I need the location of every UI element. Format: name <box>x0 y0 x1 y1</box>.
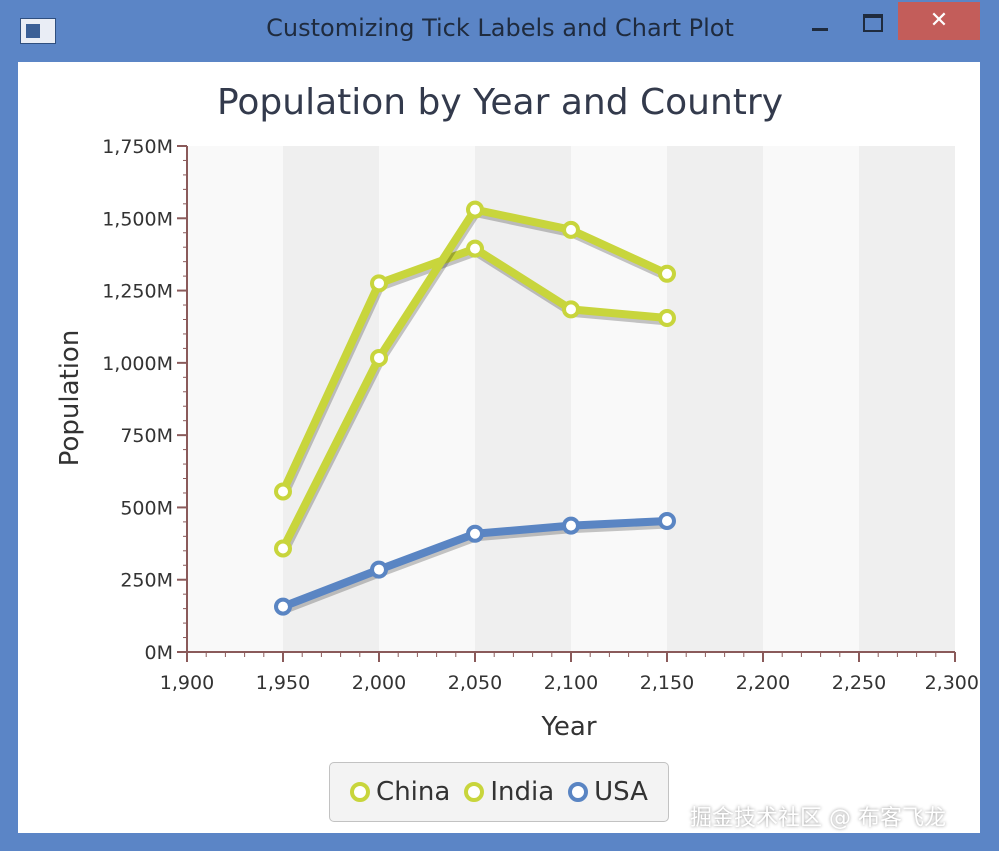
window-title: Customizing Tick Labels and Chart Plot <box>266 14 734 42</box>
chart-legend: China India USA <box>329 762 669 822</box>
data-point-china <box>274 482 292 501</box>
legend-symbol-usa <box>568 782 589 802</box>
data-point-usa <box>466 524 484 543</box>
data-point-china <box>658 309 676 328</box>
watermark-text: 掘金技术社区 @ 布客飞龙 <box>690 806 946 831</box>
series-layer <box>274 200 676 616</box>
x-tick-label: 2,200 <box>736 672 790 694</box>
y-tick-label: 1,000M <box>102 353 173 375</box>
window-titlebar[interactable]: Customizing Tick Labels and Chart Plot ✕ <box>0 0 999 62</box>
y-tick-label: 1,750M <box>102 136 173 158</box>
data-point-china <box>370 274 388 293</box>
data-point-china <box>466 239 484 258</box>
data-point-usa <box>562 516 580 535</box>
legend-item-china[interactable]: China <box>350 777 450 807</box>
x-tick-label: 1,900 <box>160 672 214 694</box>
legend-label-usa: USA <box>594 777 648 807</box>
data-point-china <box>562 300 580 319</box>
y-tick-label: 250M <box>120 570 173 592</box>
x-tick-label: 2,250 <box>832 672 886 694</box>
x-tick-label: 2,300 <box>925 672 979 694</box>
legend-item-india[interactable]: India <box>464 777 554 807</box>
x-tick-label: 2,150 <box>640 672 694 694</box>
axes: 0M 250M 500M 750M 1,000M 1,250M 1,500M 1,750M 1,… <box>102 136 979 694</box>
y-tick-label: 1,250M <box>102 281 173 303</box>
series-usa <box>274 512 676 616</box>
data-point-india <box>562 220 580 239</box>
data-point-usa <box>370 560 388 579</box>
data-point-usa <box>274 597 292 616</box>
chart-window-content: Population by Year and Country 0M 250M 500… <box>18 62 980 833</box>
legend-symbol-india <box>464 782 485 802</box>
x-tick-label: 2,100 <box>544 672 598 694</box>
x-tick-label: 1,950 <box>256 672 310 694</box>
minimize-icon[interactable] <box>800 2 846 42</box>
legend-label-china: China <box>376 777 451 807</box>
data-point-india <box>466 200 484 219</box>
y-axis-label: Population <box>55 330 85 467</box>
alt-column-band <box>283 146 379 652</box>
x-axis-label: Year <box>540 712 596 742</box>
series-india <box>274 200 676 558</box>
data-point-india <box>274 539 292 558</box>
legend-symbol-china <box>350 782 371 802</box>
legend-item-usa[interactable]: USA <box>568 777 648 807</box>
alt-column-band <box>859 146 955 652</box>
legend-label-india: India <box>490 777 555 807</box>
series-china <box>274 239 676 501</box>
y-tick-label: 500M <box>120 497 173 519</box>
app-window-icon[interactable] <box>20 18 56 44</box>
y-tick-label: 750M <box>120 425 173 447</box>
maximize-icon[interactable] <box>850 2 894 42</box>
y-tick-label: 0M <box>145 642 173 664</box>
chart-title: Population by Year and Country <box>217 82 783 123</box>
y-tick-label: 1,500M <box>102 208 173 230</box>
alt-column-band <box>667 146 763 652</box>
data-point-usa <box>658 512 676 531</box>
close-icon[interactable]: ✕ <box>898 2 980 40</box>
data-point-india <box>658 264 676 283</box>
x-tick-label: 2,000 <box>352 672 406 694</box>
x-tick-label: 2,050 <box>448 672 502 694</box>
line-chart: Population by Year and Country 0M 250M 500… <box>55 82 979 742</box>
data-point-india <box>370 348 388 367</box>
